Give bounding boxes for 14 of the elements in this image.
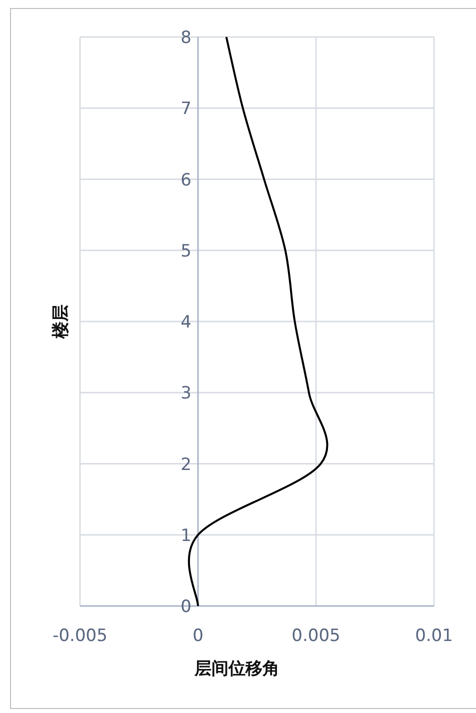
- y-tick-label: 4: [180, 312, 192, 332]
- y-tick-label: 3: [180, 384, 192, 404]
- y-axis-title: 楼层: [51, 304, 71, 340]
- x-tick-label: -0.005: [52, 626, 108, 646]
- y-tick-label: 0: [180, 597, 192, 617]
- y-tick-label: 8: [180, 28, 192, 48]
- x-axis-title: 层间位移角: [194, 659, 280, 679]
- y-tick-label: 2: [180, 454, 192, 475]
- y-tick-label: 7: [180, 99, 192, 120]
- x-tick-label: 0.01: [415, 626, 453, 646]
- y-tick-label: 6: [180, 170, 192, 190]
- y-tick-label: 5: [180, 241, 192, 262]
- y-tick-label: 1: [180, 526, 192, 546]
- x-tick-label: 0.005: [292, 626, 340, 646]
